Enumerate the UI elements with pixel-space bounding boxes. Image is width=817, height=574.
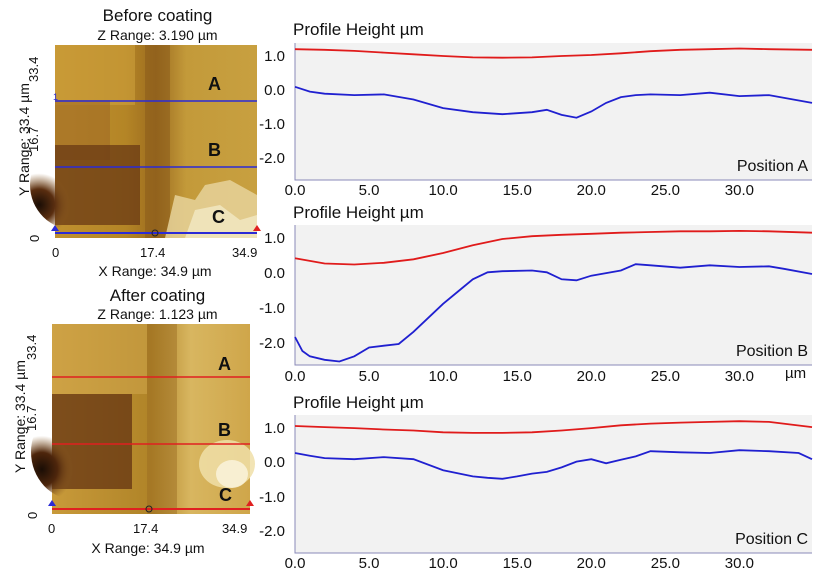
x-tick-label: 25.0 — [650, 182, 680, 199]
afm-before-xtick-mid: 17.4 — [140, 245, 166, 260]
position-annotation: Position A — [736, 158, 808, 175]
x-tick-label: 20.0 — [576, 182, 606, 199]
x-tick-label: 20.0 — [576, 555, 606, 572]
y-tick-label: 0.0 — [264, 454, 285, 472]
x-tick-label: 15.0 — [502, 555, 532, 572]
plot-axis-frame — [294, 415, 812, 554]
series-line-before-coating — [294, 263, 813, 363]
x-tick-label: 0.0 — [284, 182, 306, 199]
x-tick-label: 30.0 — [724, 555, 754, 572]
y-tick-label: -1.0 — [259, 300, 285, 317]
y-tick-label: -2.0 — [259, 150, 285, 168]
x-tick-label: 10.0 — [428, 555, 458, 572]
y-tick-label: 1.0 — [264, 419, 285, 437]
afm-after-title: After coating — [109, 286, 206, 305]
x-tick-label: 5.0 — [358, 555, 380, 572]
afm-before-line-label-b: B — [208, 140, 221, 160]
afm-after-xtick-end: 34.9 — [222, 521, 248, 536]
x-tick-label: 10.0 — [428, 182, 458, 199]
afm-after-xtick-mid: 17.4 — [133, 521, 159, 536]
x-tick-label: 30.0 — [724, 368, 754, 385]
x-tick-label: 25.0 — [650, 555, 680, 572]
series-line-after-coating — [294, 420, 813, 434]
afm-before-xtick-end: 34.9 — [232, 245, 258, 260]
afm-before-line-label-c: C — [212, 207, 225, 227]
afm-before-ytick-top: 33.4 — [26, 56, 41, 82]
x-tick-label: 0.0 — [284, 368, 306, 385]
y-tick-label: 1.0 — [264, 230, 285, 247]
afm-before-z-range: Z Range: 3.190 µm — [97, 27, 218, 43]
plot-background — [295, 225, 812, 365]
series-line-before-coating — [294, 449, 813, 480]
afm-after-z-range: Z Range: 1.123 µm — [97, 306, 218, 322]
afm-before-ytick-bottom: 0 — [27, 234, 42, 242]
afm-after-x-label: X Range: 34.9 µm — [91, 540, 205, 556]
y-tick-label: -2.0 — [259, 523, 285, 541]
afm-before-xtick-0: 0 — [52, 245, 60, 260]
plot-axis-frame — [294, 225, 812, 366]
afm-after-line-label-b: B — [218, 420, 231, 440]
afm-after-image — [31, 324, 255, 514]
plot-axis-frame — [294, 43, 812, 181]
series-line-after-coating — [294, 47, 813, 59]
profile-plot-area — [294, 225, 813, 366]
x-tick-label: 30.0 — [724, 182, 754, 199]
afm-before-line-label-a: A — [208, 74, 221, 94]
position-annotation: Position C — [735, 531, 808, 548]
profile-plot-area — [294, 415, 813, 554]
x-tick-label: 20.0 — [576, 368, 606, 385]
x-tick-label: 25.0 — [650, 368, 680, 385]
afm-before-title: Before coating — [102, 6, 213, 25]
series-line-after-coating — [294, 229, 813, 266]
afm-after-line-label-a: A — [218, 354, 231, 374]
profile-plot-area — [294, 43, 813, 181]
y-tick-label: 0.0 — [264, 265, 285, 282]
series-line-before-coating — [294, 85, 813, 119]
y-tick-label: -2.0 — [259, 335, 285, 352]
x-tick-label: 15.0 — [502, 182, 532, 199]
y-tick-label: 1.0 — [264, 47, 285, 65]
x-tick-label: 5.0 — [358, 182, 380, 199]
position-annotation: Position B — [735, 343, 808, 360]
y-tick-label: 0.0 — [264, 81, 285, 99]
x-tick-label: 10.0 — [428, 368, 458, 385]
afm-after-line-label-c: C — [219, 485, 232, 505]
x-axis-unit: µm — [785, 365, 807, 382]
afm-after-ytick-mid: 16.7 — [24, 405, 39, 431]
afm-before-x-label: X Range: 34.9 µm — [98, 263, 212, 279]
afm-before-ytick-mid: 16.7 — [26, 126, 41, 152]
plot-background — [295, 415, 812, 553]
y-tick-label: -1.0 — [259, 116, 285, 134]
afm-after-ytick-top: 33.4 — [24, 334, 39, 360]
profile-chart-title: Profile Height µm — [293, 203, 424, 222]
profile-chart-title: Profile Height µm — [293, 393, 424, 412]
y-tick-label: -1.0 — [259, 488, 285, 506]
afm-after-ytick-bottom: 0 — [25, 511, 40, 519]
x-tick-label: 5.0 — [358, 368, 380, 385]
afm-before-marker: 1 — [53, 92, 59, 102]
afm-after-xtick-0: 0 — [48, 521, 56, 536]
profile-chart-title: Profile Height µm — [293, 20, 424, 39]
x-tick-label: 15.0 — [502, 368, 532, 385]
afm-before-image — [30, 45, 261, 238]
x-tick-label: 0.0 — [284, 555, 306, 572]
